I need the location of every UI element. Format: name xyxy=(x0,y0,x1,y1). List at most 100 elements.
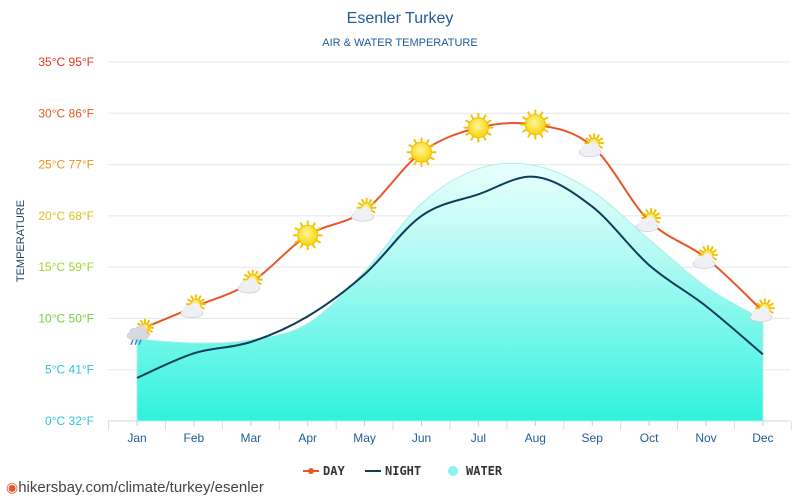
sun-ray xyxy=(598,137,603,142)
sun-icon xyxy=(292,220,323,251)
sun-ray xyxy=(312,222,316,227)
sun-ray xyxy=(244,274,249,278)
sun-ray xyxy=(299,222,304,227)
sun-cloud-icon xyxy=(578,133,605,157)
sun-ray xyxy=(256,274,262,278)
y-tick-label: 35°C 95°F xyxy=(38,55,94,69)
x-tick-label: Oct xyxy=(640,431,659,445)
sun-ray xyxy=(539,111,544,117)
y-tick-label: 0°C 32°F xyxy=(45,414,94,428)
y-tick-label: 30°C 86°F xyxy=(38,106,94,120)
sun-ray xyxy=(470,136,474,141)
sun-ray xyxy=(543,116,549,121)
legend-item-water: WATER xyxy=(448,464,503,478)
cloud-puff xyxy=(135,325,147,338)
sun-ray xyxy=(408,144,413,148)
sun-ray xyxy=(527,133,531,138)
x-tick-label: Apr xyxy=(298,431,317,445)
plot-area xyxy=(126,109,775,422)
sun-ray xyxy=(527,111,531,117)
x-axis-ticks: Jan Feb Mar Apr May Jun Jul Aug Sep Oct Nov Dec xyxy=(108,421,792,445)
sun-ray xyxy=(585,137,591,142)
sun-ray xyxy=(357,202,363,206)
cloud-puff xyxy=(701,253,713,266)
sun-ray xyxy=(712,256,717,261)
sun-ray xyxy=(294,227,300,231)
sun-ray xyxy=(539,133,544,138)
sun-ray xyxy=(465,132,470,136)
sun-ray xyxy=(312,243,316,249)
y-axis-ticks: 0°C 32°F 5°C 41°F 10°C 50°F 15°C 59°F 20°C 6… xyxy=(38,55,94,428)
sun-disc xyxy=(297,224,319,246)
sun-ray xyxy=(426,139,430,144)
cloud-puff xyxy=(359,206,372,219)
sun-icon xyxy=(406,137,437,168)
cloud-rain-icon xyxy=(126,318,154,345)
sun-ray xyxy=(645,209,650,214)
y-tick-label: 15°C 59°F xyxy=(38,260,94,274)
sun-ray xyxy=(370,202,376,206)
sun-ray xyxy=(655,219,660,224)
y-axis-label: TEMPERATURE xyxy=(15,200,27,282)
sun-ray xyxy=(712,249,717,253)
sun-ray xyxy=(522,116,527,121)
sun-disc xyxy=(411,141,432,163)
sun-ray xyxy=(408,156,413,161)
sun-ray xyxy=(361,198,365,204)
rain-drop xyxy=(130,339,134,345)
sun-cloud-icon xyxy=(237,269,263,294)
sun-ray xyxy=(710,246,714,251)
legend-item-night: NIGHT xyxy=(365,464,421,478)
sun-ray xyxy=(426,160,430,166)
sun-disc xyxy=(467,117,489,139)
x-tick-label: Jun xyxy=(412,431,431,445)
cloud-puff xyxy=(587,141,600,154)
location-pin-icon: ◉ xyxy=(6,479,19,495)
sun-ray xyxy=(486,119,492,124)
x-tick-label: Jan xyxy=(127,431,146,445)
night-line xyxy=(136,175,764,379)
legend-swatch xyxy=(448,466,458,476)
sun-ray xyxy=(482,136,487,141)
sun-ray xyxy=(294,239,300,244)
sun-ray xyxy=(200,298,205,303)
sun-ray xyxy=(655,212,660,216)
sun-ray xyxy=(368,198,373,204)
source-credit[interactable]: ◉hikersbay.com/climate/turkey/esenler xyxy=(6,479,264,496)
sun-ray xyxy=(543,129,549,133)
sun-ray xyxy=(190,295,194,300)
chart-subtitle: AIR & WATER TEMPERATURE xyxy=(322,37,477,49)
y-tick-label: 10°C 50°F xyxy=(38,311,94,325)
sun-ray xyxy=(254,270,259,276)
sun-ray xyxy=(769,302,774,307)
sun-cloud-icon xyxy=(351,197,377,222)
sun-ray xyxy=(148,322,153,327)
sun-icon xyxy=(520,109,551,140)
sun-ray xyxy=(769,310,774,314)
sun-ray xyxy=(316,239,321,244)
x-tick-label: Nov xyxy=(695,431,716,445)
sun-ray xyxy=(256,281,262,286)
sun-ray xyxy=(482,114,487,120)
sun-ray xyxy=(148,329,153,333)
sun-ray xyxy=(588,134,593,139)
sun-cloud-icon xyxy=(635,207,662,232)
sun-ray xyxy=(197,295,202,300)
sun-ray xyxy=(299,243,304,249)
sun-ray xyxy=(756,302,761,307)
legend-label: DAY xyxy=(323,464,345,478)
sun-cloud-icon xyxy=(692,244,718,269)
sun-ray xyxy=(430,156,435,161)
water-area xyxy=(136,162,764,422)
x-tick-label: May xyxy=(353,431,376,445)
sun-ray xyxy=(430,144,435,148)
sun-ray xyxy=(146,319,150,325)
legend-label: WATER xyxy=(466,464,503,478)
legend-marker xyxy=(308,468,314,474)
rain-drop xyxy=(134,339,138,345)
cloud-puff xyxy=(644,216,657,229)
y-tick-label: 25°C 77°F xyxy=(38,158,94,172)
sun-disc xyxy=(524,114,546,136)
sun-ray xyxy=(470,114,474,120)
